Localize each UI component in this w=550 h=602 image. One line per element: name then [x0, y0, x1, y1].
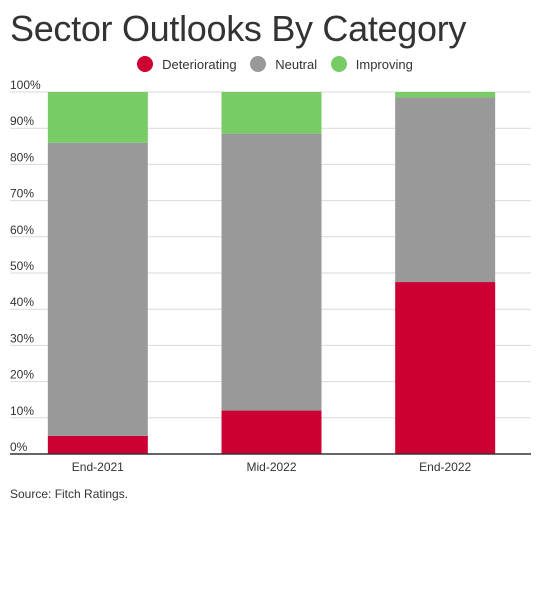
y-tick-label: 90%: [10, 114, 34, 128]
y-tick-label: 70%: [10, 187, 34, 201]
y-tick-label: 40%: [10, 295, 34, 309]
y-tick-label: 60%: [10, 223, 34, 237]
legend-swatch-deteriorating: [137, 56, 154, 72]
legend-swatch-neutral: [250, 56, 267, 72]
bar-segment-improving-end-2022[interactable]: [395, 92, 496, 98]
bars: [47, 92, 496, 454]
legend-label-neutral: Neutral: [275, 56, 318, 72]
y-tick-label: 80%: [10, 150, 34, 164]
x-tick-label: End-2022: [419, 460, 471, 474]
bar-segment-deteriorating-mid-2022[interactable]: [221, 410, 322, 454]
y-tick-label: 100%: [10, 78, 41, 92]
stacked-bar-chart: 0% 10% 20% 30% 40% 50% 60% 70% 80% 90% 100% End-20…: [10, 78, 531, 474]
legend-item-deteriorating[interactable]: Deteriorating: [137, 56, 237, 72]
legend-swatch-improving: [330, 56, 347, 72]
bar-segment-neutral-mid-2022[interactable]: [221, 133, 322, 411]
legend-label-improving: Improving: [355, 56, 413, 72]
bar-segment-neutral-end-2022[interactable]: [395, 97, 496, 283]
bar-segment-deteriorating-end-2021[interactable]: [47, 435, 148, 454]
y-tick-label: 30%: [10, 331, 34, 345]
x-tick-label: Mid-2022: [246, 460, 296, 474]
x-tick-label: End-2021: [72, 460, 124, 474]
bar-segment-deteriorating-end-2022[interactable]: [395, 282, 496, 454]
bar-segment-neutral-end-2021[interactable]: [47, 142, 148, 436]
y-axis-ticks: 0% 10% 20% 30% 40% 50% 60% 70% 80% 90% 100%: [10, 78, 41, 454]
legend: Deteriorating Neutral Improving: [0, 56, 550, 75]
y-tick-label: 0%: [10, 440, 28, 454]
x-axis-ticks: End-2021 Mid-2022 End-2022: [72, 460, 472, 474]
bar-segment-improving-mid-2022[interactable]: [221, 92, 322, 134]
bar-segment-improving-end-2021[interactable]: [47, 92, 148, 143]
y-tick-label: 10%: [10, 404, 34, 418]
source-note: Source: Fitch Ratings.: [10, 487, 129, 501]
legend-item-neutral[interactable]: Neutral: [250, 56, 317, 72]
legend-label-deteriorating: Deteriorating: [162, 56, 237, 72]
y-tick-label: 20%: [10, 368, 34, 382]
legend-item-improving[interactable]: Improving: [330, 56, 413, 72]
y-tick-label: 50%: [10, 259, 34, 273]
chart-title: Sector Outlooks By Category: [10, 8, 467, 49]
